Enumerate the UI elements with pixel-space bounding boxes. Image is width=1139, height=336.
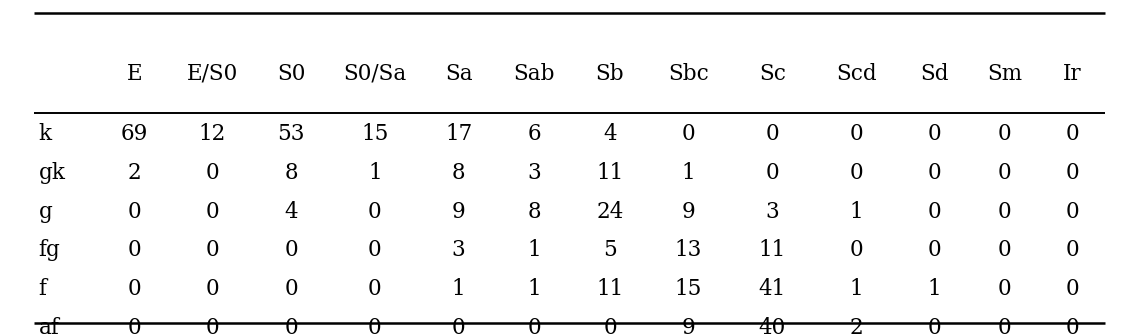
Text: 5: 5 [604,239,617,261]
Text: 1: 1 [927,278,941,300]
Text: 0: 0 [128,239,141,261]
Text: 0: 0 [998,123,1011,145]
Text: S0: S0 [277,63,305,85]
Text: 0: 0 [1066,201,1079,223]
Text: 2: 2 [850,317,863,336]
Text: 3: 3 [765,201,779,223]
Text: 0: 0 [206,201,220,223]
Text: 9: 9 [681,317,695,336]
Text: 0: 0 [765,162,779,184]
Text: 0: 0 [285,239,297,261]
Text: 9: 9 [681,201,695,223]
Text: 0: 0 [850,123,863,145]
Text: 0: 0 [998,201,1011,223]
Text: 6: 6 [527,123,541,145]
Text: Sd: Sd [920,63,949,85]
Text: 0: 0 [206,162,220,184]
Text: Scd: Scd [836,63,876,85]
Text: 0: 0 [927,201,941,223]
Text: 0: 0 [368,278,382,300]
Text: E/S0: E/S0 [187,63,238,85]
Text: 3: 3 [527,162,541,184]
Text: 0: 0 [285,278,297,300]
Text: 0: 0 [1066,317,1079,336]
Text: 69: 69 [121,123,148,145]
Text: 17: 17 [445,123,473,145]
Text: 2: 2 [128,162,141,184]
Text: 0: 0 [927,317,941,336]
Text: Sab: Sab [514,63,555,85]
Text: 40: 40 [759,317,786,336]
Text: 15: 15 [674,278,702,300]
Text: 0: 0 [1066,162,1079,184]
Text: 9: 9 [452,201,466,223]
Text: 1: 1 [527,278,541,300]
Text: k: k [39,123,52,145]
Text: 0: 0 [368,317,382,336]
Text: 0: 0 [368,201,382,223]
Text: 0: 0 [604,317,617,336]
Text: 13: 13 [674,239,702,261]
Text: 1: 1 [850,201,863,223]
Text: E: E [126,63,142,85]
Text: 0: 0 [527,317,541,336]
Text: 0: 0 [927,123,941,145]
Text: 0: 0 [206,317,220,336]
Text: Sm: Sm [988,63,1023,85]
Text: 0: 0 [850,239,863,261]
Text: 53: 53 [277,123,305,145]
Text: 8: 8 [527,201,541,223]
Text: gk: gk [39,162,66,184]
Text: 1: 1 [850,278,863,300]
Text: f: f [39,278,47,300]
Text: 24: 24 [597,201,624,223]
Text: 1: 1 [527,239,541,261]
Text: 12: 12 [199,123,227,145]
Text: 15: 15 [361,123,388,145]
Text: 0: 0 [128,317,141,336]
Text: Sbc: Sbc [669,63,708,85]
Text: 1: 1 [368,162,382,184]
Text: 0: 0 [998,278,1011,300]
Text: 0: 0 [285,317,297,336]
Text: 4: 4 [604,123,617,145]
Text: 8: 8 [285,162,297,184]
Text: 0: 0 [1066,239,1079,261]
Text: Ir: Ir [1063,63,1082,85]
Text: fg: fg [39,239,60,261]
Text: 0: 0 [998,239,1011,261]
Text: 8: 8 [452,162,466,184]
Text: 0: 0 [1066,278,1079,300]
Text: 11: 11 [597,162,624,184]
Text: 0: 0 [850,162,863,184]
Text: af: af [39,317,59,336]
Text: 3: 3 [452,239,466,261]
Text: Sb: Sb [596,63,624,85]
Text: 0: 0 [128,201,141,223]
Text: 11: 11 [759,239,786,261]
Text: 41: 41 [759,278,786,300]
Text: 0: 0 [206,278,220,300]
Text: 0: 0 [128,278,141,300]
Text: 11: 11 [597,278,624,300]
Text: g: g [39,201,52,223]
Text: 0: 0 [765,123,779,145]
Text: Sa: Sa [445,63,473,85]
Text: 1: 1 [452,278,466,300]
Text: Sc: Sc [759,63,786,85]
Text: 0: 0 [368,239,382,261]
Text: S0/Sa: S0/Sa [343,63,407,85]
Text: 0: 0 [998,317,1011,336]
Text: 0: 0 [452,317,466,336]
Text: 4: 4 [285,201,297,223]
Text: 1: 1 [681,162,695,184]
Text: 0: 0 [927,239,941,261]
Text: 0: 0 [927,162,941,184]
Text: 0: 0 [681,123,695,145]
Text: 0: 0 [998,162,1011,184]
Text: 0: 0 [1066,123,1079,145]
Text: 0: 0 [206,239,220,261]
